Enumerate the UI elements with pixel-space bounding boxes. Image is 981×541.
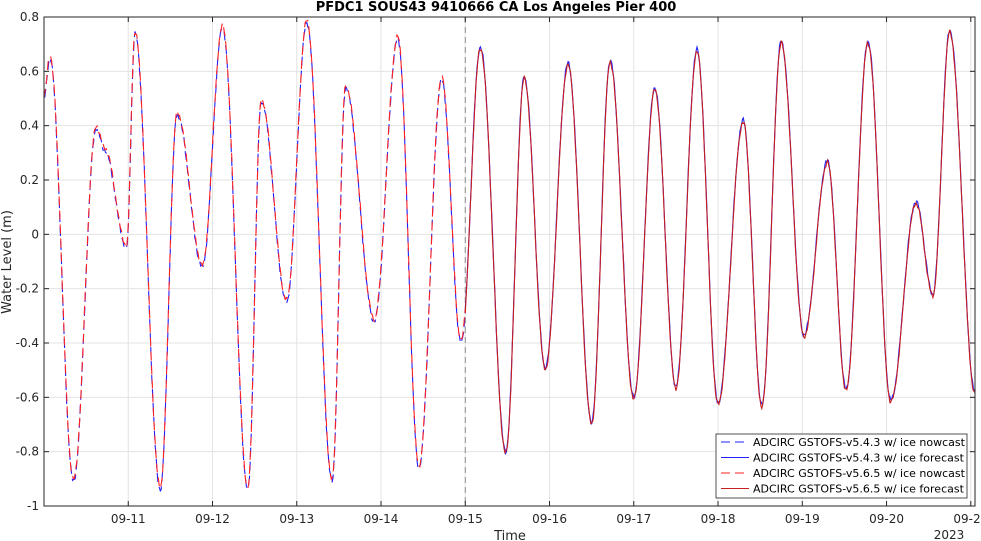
y-tick-label: 0.4 — [20, 119, 39, 133]
x-tick-label: 09-18 — [701, 512, 736, 526]
y-tick-label: -1 — [27, 499, 39, 513]
y-tick-label: -0.4 — [16, 336, 39, 350]
legend-label: ADCIRC GSTOFS-v5.6.5 w/ ice nowcast — [753, 467, 966, 480]
legend-label: ADCIRC GSTOFS-v5.4.3 w/ ice forecast — [753, 452, 965, 465]
x-tick-label: 09-17 — [616, 512, 651, 526]
y-tick-label: 0 — [31, 227, 39, 241]
series-line — [43, 19, 466, 491]
x-axis-title: Time — [493, 529, 526, 541]
axes-box — [43, 16, 976, 507]
x-year-label: 2023 — [934, 528, 965, 541]
x-tick-labels: 09-11 09-12 09-13 09-14 09-15 09-16 09-17 09-18… — [111, 512, 981, 526]
y-tick-label: 0.8 — [20, 10, 39, 24]
x-tick-label: 09-13 — [279, 512, 314, 526]
x-tick-label: 09-12 — [195, 512, 230, 526]
x-tick-label: 09-16 — [532, 512, 567, 526]
x-tick-label: 09-14 — [364, 512, 399, 526]
x-tick-label: 09-20 — [869, 512, 904, 526]
series-line — [464, 29, 976, 455]
legend-box — [715, 433, 968, 499]
y-tick-label: -0.6 — [16, 390, 39, 404]
y-tick-label: 0.6 — [20, 64, 39, 78]
y-axis-title: Water Level (m) — [0, 210, 15, 314]
y-tick-label: -0.2 — [16, 282, 39, 296]
chart-title: PFDC1 SOUS43 9410666 CA Los Angeles Pier… — [316, 0, 677, 15]
y-tick-label: 0.2 — [20, 173, 39, 187]
y-tick-label: -0.8 — [16, 445, 39, 459]
legend: ADCIRC GSTOFS-v5.4.3 w/ ice nowcast ADCIR… — [715, 433, 968, 499]
x-tick-label: 09-21 — [953, 512, 981, 526]
series-layer — [43, 19, 976, 493]
x-tick-label: 09-19 — [785, 512, 820, 526]
axis-ticks — [44, 16, 975, 507]
legend-label: ADCIRC GSTOFS-v5.4.3 w/ ice nowcast — [753, 436, 966, 449]
x-tick-label: 09-11 — [111, 512, 146, 526]
legend-label: ADCIRC GSTOFS-v5.6.5 w/ ice forecast — [753, 483, 965, 496]
x-tick-label: 09-15 — [448, 512, 483, 526]
y-tick-labels: -1 -0.8 -0.6 -0.4 -0.2 0 0.2 0.4 0.6 0.8 — [16, 10, 39, 513]
